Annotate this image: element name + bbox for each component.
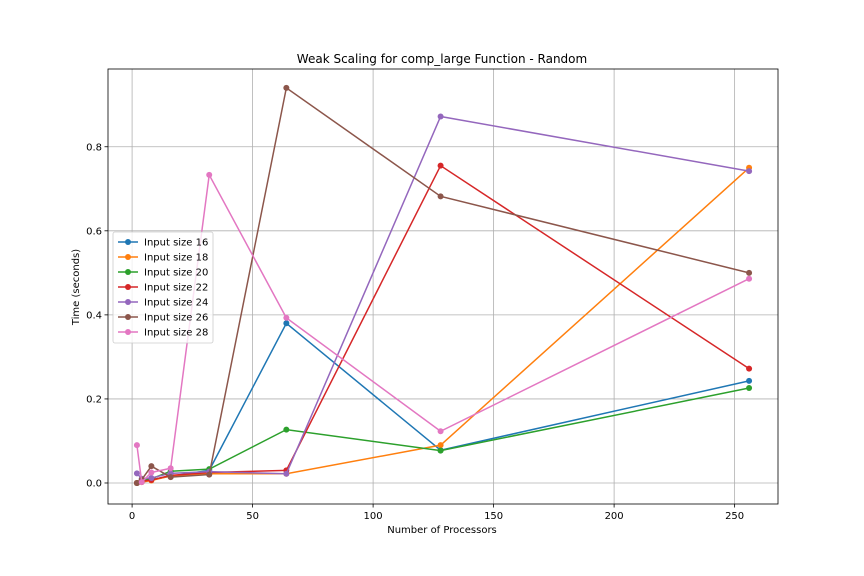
series-6 [133, 84, 753, 486]
data-point [746, 377, 753, 384]
legend-marker [125, 329, 131, 335]
legend-item: Input size 24 [118, 298, 208, 309]
data-point [746, 168, 753, 175]
data-point [437, 193, 444, 200]
series-1 [133, 320, 753, 486]
legend-marker [125, 254, 131, 260]
legend-item: Input size 16 [118, 238, 208, 249]
legend-label: Input size 20 [144, 268, 208, 279]
x-tick-label: 150 [484, 511, 503, 522]
data-point [746, 269, 753, 276]
data-point [283, 426, 290, 433]
y-tick-label: 0.6 [86, 226, 102, 237]
data-point [167, 474, 174, 481]
x-tick-label: 100 [364, 511, 383, 522]
data-point [148, 469, 155, 476]
y-tick-label: 0.2 [86, 394, 102, 405]
y-tick-label: 0.4 [86, 310, 102, 321]
legend-marker [125, 284, 131, 290]
x-tick-label: 200 [605, 511, 624, 522]
data-point [437, 447, 444, 454]
series-line [136, 172, 750, 484]
data-point [283, 314, 290, 321]
data-point [437, 442, 444, 449]
legend-box [112, 231, 214, 344]
data-point [283, 470, 290, 477]
legend-item: Input size 28 [118, 328, 208, 339]
legend-item: Input size 20 [118, 268, 208, 279]
x-tick-label: 50 [246, 511, 259, 522]
series-line [136, 167, 750, 484]
data-point [133, 479, 140, 486]
legend-marker [125, 239, 131, 245]
legend-label: Input size 22 [144, 283, 208, 294]
legend-item: Input size 26 [118, 313, 208, 324]
data-point [206, 471, 213, 478]
legend-label: Input size 16 [144, 238, 208, 249]
data-point [167, 465, 174, 472]
legend-label: Input size 18 [144, 253, 208, 264]
data-point [148, 474, 155, 481]
legend-marker [125, 299, 131, 305]
legend-item: Input size 18 [118, 253, 208, 264]
data-point [746, 365, 753, 372]
series-line [136, 115, 750, 480]
data-point [148, 463, 155, 470]
y-tick-label: 0.0 [86, 478, 102, 489]
axis-ticks: 0 50 100 150 200 250 0.0 0.2 0.4 0.6 0.8 [86, 142, 744, 522]
x-axis-label: Number of Processors [387, 525, 497, 536]
x-tick-label: 250 [725, 511, 744, 522]
data-point [746, 275, 753, 282]
legend-marker [125, 269, 131, 275]
data-point [138, 479, 145, 486]
data-point [437, 113, 444, 120]
legend-label: Input size 26 [144, 313, 208, 324]
y-axis-label: Time (seconds) [71, 249, 82, 326]
legend-label: Input size 24 [144, 298, 208, 309]
data-point [746, 385, 753, 391]
y-tick-label: 0.8 [86, 142, 102, 153]
data-point [206, 171, 213, 178]
series-3 [133, 385, 753, 486]
data-point [283, 320, 290, 327]
legend-label: Input size 28 [144, 328, 208, 339]
series-line [136, 86, 750, 484]
data-point [133, 442, 140, 449]
data-point [133, 470, 140, 477]
plot-frame [107, 68, 779, 505]
data-point [283, 84, 290, 91]
chart-title: Weak Scaling for comp_large Function - R… [297, 52, 587, 66]
legend-item: Input size 22 [118, 283, 208, 294]
series-5 [133, 113, 753, 482]
data-point [437, 428, 444, 435]
series-layer [133, 84, 753, 486]
legend-marker [125, 314, 131, 320]
legend: Input size 16 Input size 18 Input size 20 I… [112, 231, 214, 344]
data-point [437, 162, 444, 169]
x-tick-label: 0 [129, 511, 135, 522]
